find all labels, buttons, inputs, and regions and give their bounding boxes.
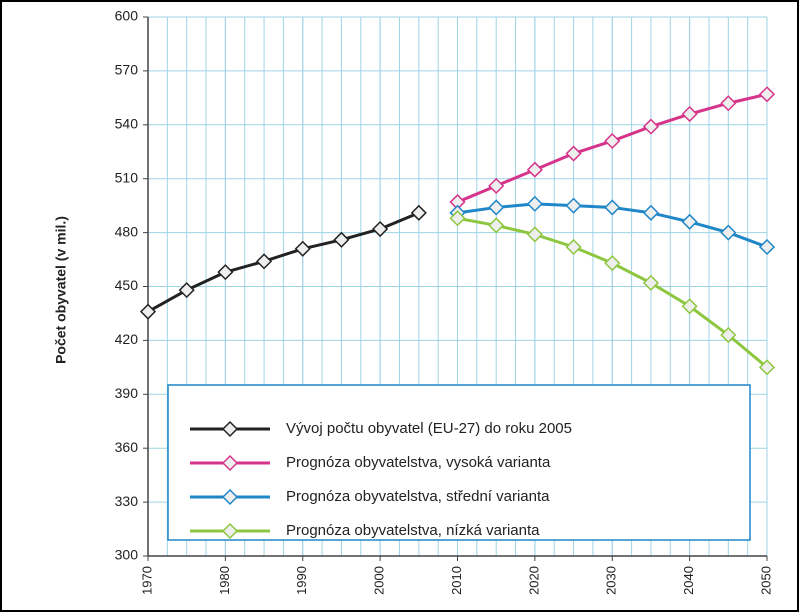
point-marker: [256, 253, 273, 270]
x-tick-label: 2050: [758, 566, 773, 595]
y-tick-label: 360: [115, 439, 139, 455]
point-marker: [178, 282, 195, 299]
y-tick-label: 450: [115, 277, 139, 293]
y-tick-label: 390: [115, 385, 139, 401]
point-marker: [449, 210, 466, 227]
x-tick-label: 1990: [294, 566, 309, 595]
y-tick-label: 330: [115, 493, 139, 509]
point-marker: [681, 298, 698, 315]
point-marker: [488, 177, 505, 194]
point-marker: [139, 303, 157, 320]
point-marker: [758, 238, 776, 256]
point-marker: [604, 132, 621, 150]
point-marker: [720, 224, 737, 241]
legend-marker: [221, 522, 239, 540]
point-marker: [526, 195, 543, 212]
y-tick-label: 480: [115, 223, 139, 239]
point-marker: [720, 95, 737, 112]
x-tick-label: 1970: [139, 566, 154, 595]
point-marker: [565, 145, 582, 162]
point-marker: [488, 217, 505, 234]
legend-label: Prognóza obyvatelstva, nízká varianta: [286, 522, 540, 539]
legend-marker: [221, 488, 239, 506]
y-tick-label: 510: [115, 169, 139, 185]
point-marker: [642, 274, 659, 291]
x-tick-label: 2020: [526, 566, 541, 595]
point-marker: [642, 118, 659, 135]
point-marker: [604, 199, 621, 216]
point-marker: [526, 161, 543, 178]
point-marker: [681, 213, 698, 230]
legend-label: Prognóza obyvatelstva, střední varianta: [286, 488, 550, 505]
y-tick-label: 600: [115, 8, 139, 24]
x-tick-label: 2000: [372, 566, 387, 595]
point-marker: [758, 359, 776, 376]
point-marker: [565, 197, 582, 214]
x-tick-label: 2040: [681, 566, 696, 595]
point-marker: [333, 231, 350, 248]
point-marker: [565, 238, 582, 256]
series-line: [147, 211, 420, 313]
point-marker: [488, 199, 505, 216]
x-tick-label: 2010: [449, 566, 464, 595]
point-marker: [720, 326, 737, 344]
point-marker: [642, 204, 659, 221]
point-marker: [604, 255, 621, 272]
point-marker: [758, 86, 776, 103]
point-marker: [372, 220, 389, 238]
y-tick-label: 420: [115, 331, 139, 347]
y-tick-label: 540: [115, 116, 139, 132]
x-tick-label: 1980: [217, 566, 232, 595]
legend-label: Prognóza obyvatelstva, vysoká varianta: [286, 454, 551, 471]
point-marker: [681, 105, 698, 123]
legend-marker: [221, 420, 239, 438]
legend-marker: [221, 454, 239, 472]
legend: Vývoj počtu obyvatel (EU-27) do roku 200…: [167, 384, 751, 541]
legend-label: Vývoj počtu obyvatel (EU-27) do roku 200…: [286, 420, 572, 437]
y-axis-label: Počet obyvatel (v mil.): [53, 216, 69, 364]
point-marker: [410, 204, 427, 221]
y-tick-label: 300: [115, 547, 139, 563]
x-tick-label: 2030: [604, 566, 619, 595]
point-marker: [294, 240, 311, 257]
point-marker: [217, 264, 234, 281]
y-tick-label: 570: [115, 62, 139, 78]
point-marker: [526, 226, 543, 243]
